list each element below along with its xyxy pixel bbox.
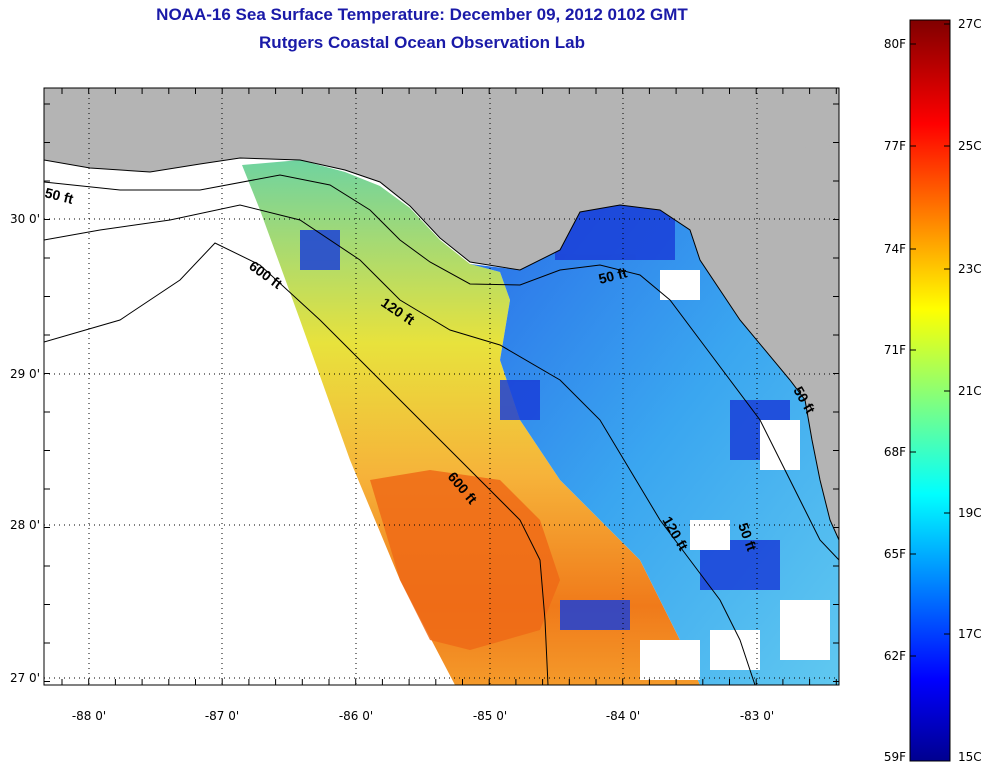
colorbar-f-label: 68F <box>884 445 906 459</box>
lon-label: -86 0' <box>339 709 373 723</box>
lat-labels: 30 0' 29 0' 28 0' 27 0' <box>10 212 40 685</box>
colorbar-f-label: 80F <box>884 37 906 51</box>
colorbar-f-label: 65F <box>884 547 906 561</box>
lon-label: -88 0' <box>72 709 106 723</box>
colorbar-c-label: 27C <box>958 17 982 31</box>
cloud-gaps <box>640 270 830 680</box>
colorbar-f-label: 77F <box>884 139 906 153</box>
cool-patches <box>300 200 790 630</box>
colorbar-celsius-labels: 27C 25C 23C 21C 19C 17C 15C <box>958 17 982 764</box>
colorbar-f-label: 74F <box>884 242 906 256</box>
colorbar-c-label: 25C <box>958 139 982 153</box>
warm-core-patch <box>370 470 560 650</box>
colorbar-fahrenheit-labels: 80F 77F 74F 71F 68F 65F 62F 59F <box>884 37 906 764</box>
lat-label: 27 0' <box>10 671 40 685</box>
coastline <box>44 157 839 541</box>
colorbar-f-label: 62F <box>884 649 906 663</box>
sst-swath-warm <box>242 160 700 685</box>
lat-label: 30 0' <box>10 212 40 226</box>
map-frame <box>43 87 840 686</box>
florida-peninsula-land <box>620 145 839 530</box>
lon-label: -85 0' <box>473 709 507 723</box>
colorbar-c-label: 19C <box>958 506 982 520</box>
map-subtitle: Rutgers Coastal Ocean Observation Lab <box>259 33 585 52</box>
contour-label: 50 ft <box>43 184 75 207</box>
isobath-120ft <box>44 204 756 685</box>
colorbar-c-label: 17C <box>958 627 982 641</box>
lon-label: -84 0' <box>606 709 640 723</box>
lat-label: 29 0' <box>10 367 40 381</box>
panhandle-land <box>44 88 839 270</box>
isobath-50ft <box>44 174 839 561</box>
contour-label: 50 ft <box>597 264 629 287</box>
isobath-600ft <box>44 242 549 685</box>
lat-label: 28 0' <box>10 518 40 532</box>
colorbar-f-label: 59F <box>884 750 906 764</box>
colorbar-f-label: 71F <box>884 343 906 357</box>
lon-labels: -88 0' -87 0' -86 0' -85 0' -84 0' -83 0… <box>72 709 774 723</box>
map-title: NOAA-16 Sea Surface Temperature: Decembe… <box>156 5 688 24</box>
colorbar-c-label: 21C <box>958 384 982 398</box>
colorbar <box>909 19 951 762</box>
colorbar-c-label: 15C <box>958 750 982 764</box>
colorbar-c-label: 23C <box>958 262 982 276</box>
lon-label: -87 0' <box>205 709 239 723</box>
lon-label: -83 0' <box>740 709 774 723</box>
